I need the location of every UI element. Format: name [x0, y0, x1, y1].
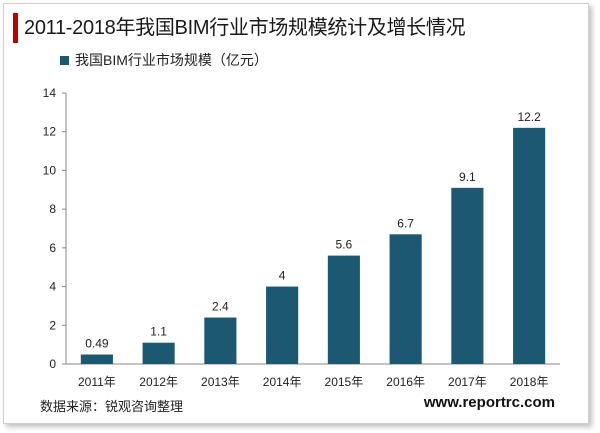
y-tick-label: 12 [43, 125, 57, 139]
data-label: 6.7 [397, 216, 414, 230]
x-tick-label: 2018年 [510, 375, 549, 389]
data-label: 1.1 [150, 325, 167, 339]
bar [389, 234, 422, 364]
data-label: 9.1 [459, 170, 476, 184]
bar [266, 286, 299, 364]
x-tick-label: 2016年 [386, 375, 425, 389]
bar [80, 354, 113, 364]
y-tick-label: 8 [49, 202, 56, 216]
x-tick-label: 2013年 [201, 375, 240, 389]
x-tick-label: 2015年 [325, 375, 364, 389]
title-accent-bar [13, 13, 18, 43]
y-tick-label: 10 [43, 163, 57, 177]
x-tick-label: 2017年 [448, 375, 487, 389]
legend: 我国BIM行业市场规模（亿元） [60, 50, 268, 70]
chart-title: 2011-2018年我国BIM行业市场规模统计及增长情况 [24, 17, 466, 39]
y-tick-label: 2 [49, 318, 56, 332]
y-tick-label: 6 [49, 241, 56, 255]
website-label: www.reportrc.com [423, 394, 555, 411]
legend-swatch [60, 55, 69, 65]
x-tick-label: 2011年 [78, 375, 116, 389]
legend-label: 我国BIM行业市场规模（亿元） [75, 52, 268, 68]
source-note: 数据来源：锐观咨询整理 [40, 399, 184, 414]
bar [204, 317, 237, 364]
bar [327, 255, 360, 364]
y-tick-label: 14 [43, 86, 57, 100]
bar [513, 127, 546, 364]
x-tick-label: 2012年 [139, 375, 178, 389]
x-tick-label: 2014年 [263, 375, 302, 389]
data-label: 12.2 [517, 110, 541, 124]
data-label: 4 [279, 269, 286, 283]
y-tick-label: 0 [49, 357, 56, 371]
data-label: 5.6 [336, 238, 353, 252]
data-label: 2.4 [212, 300, 229, 314]
data-label: 0.49 [85, 337, 109, 351]
y-tick-label: 4 [49, 280, 56, 294]
bar [451, 187, 484, 364]
bar [142, 342, 175, 364]
